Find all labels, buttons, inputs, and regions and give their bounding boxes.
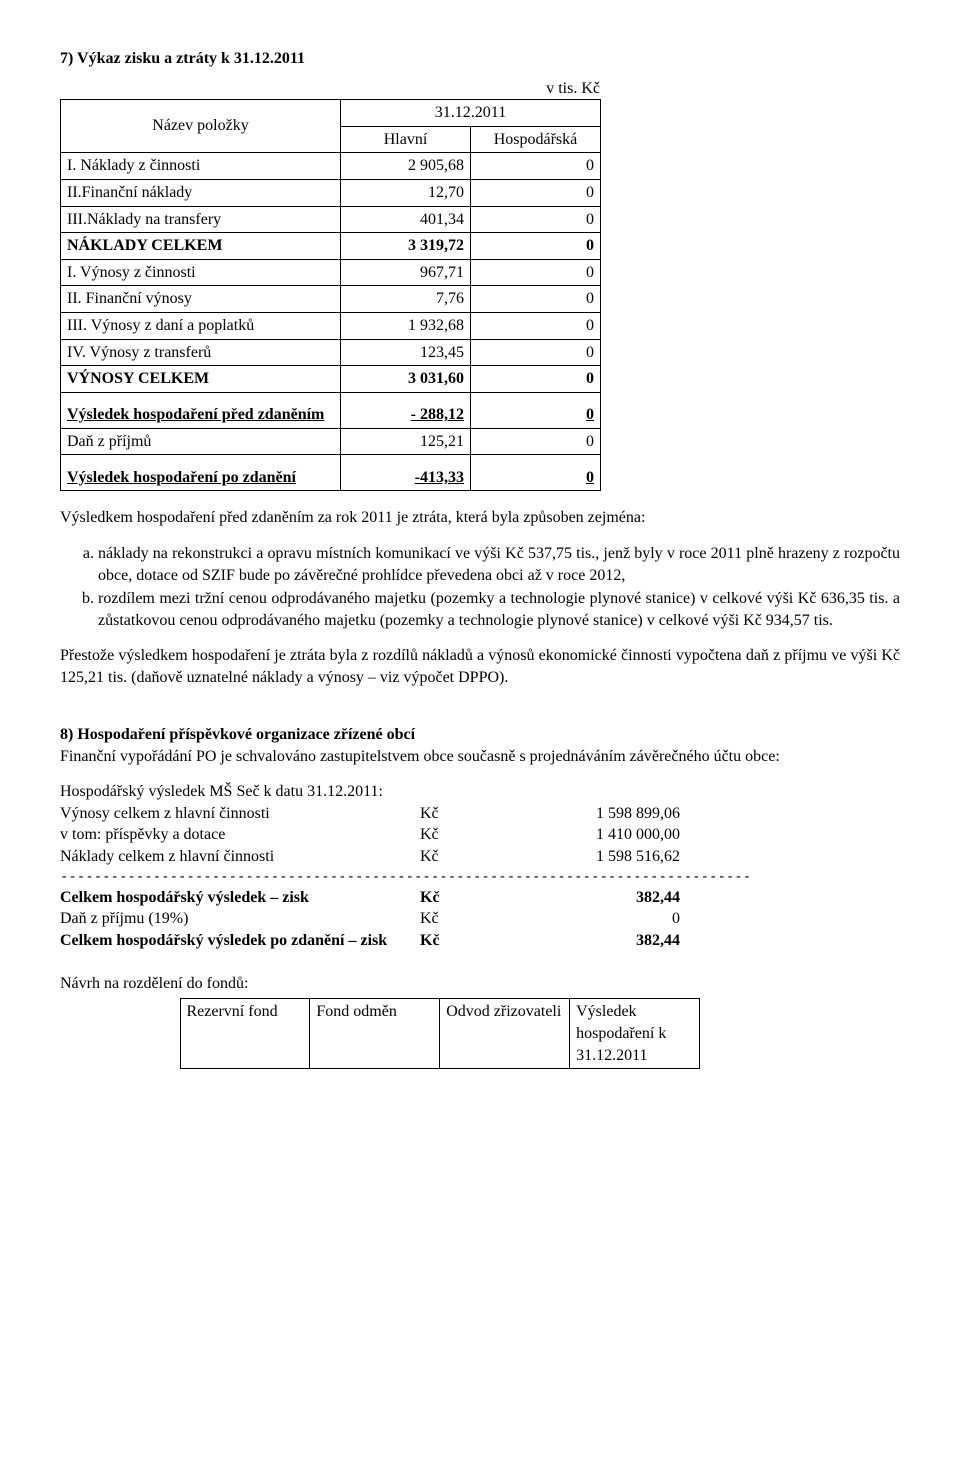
table-row: Daň z příjmů125,210 xyxy=(61,428,601,455)
kv-totals-block: Celkem hospodářský výsledek – ziskKč382,… xyxy=(60,887,900,952)
table-row: NÁKLADY CELKEM3 319,720 xyxy=(61,233,601,260)
table-row: I. Náklady z činnosti2 905,680 xyxy=(61,153,601,180)
profit-loss-table: Název položky 31.12.2011 Hlavní Hospodář… xyxy=(60,99,601,491)
section-8-subhead: Hospodářský výsledek MŠ Seč k datu 31.12… xyxy=(60,781,900,803)
kv-line: Výnosy celkem z hlavní činnostiKč1 598 8… xyxy=(60,803,900,825)
unit-caption: v tis. Kč xyxy=(60,78,600,100)
section-8-intro: Finanční vypořádání PO je schvalováno za… xyxy=(60,746,900,768)
summary-list: náklady na rekonstrukci a opravu místníc… xyxy=(60,543,900,631)
dash-separator: ----------------------------------------… xyxy=(60,868,900,887)
header-col-b: Hospodářská xyxy=(471,126,601,153)
kv-line: Celkem hospodářský výsledek – ziskKč382,… xyxy=(60,887,900,909)
alloc-col: Odvod zřizovateli xyxy=(440,999,570,1069)
kv-line: Daň z příjmu (19%)Kč0 xyxy=(60,908,900,930)
section-7-title: 7) Výkaz zisku a ztráty k 31.12.2011 xyxy=(60,48,900,70)
header-name: Název položky xyxy=(61,100,341,153)
table-row: III. Výnosy z daní a poplatků1 932,680 xyxy=(61,312,601,339)
table-row: III.Náklady na transfery401,340 xyxy=(61,206,601,233)
kv-line: v tom: příspěvky a dotaceKč1 410 000,00 xyxy=(60,824,900,846)
list-item: náklady na rekonstrukci a opravu místníc… xyxy=(98,543,900,586)
summary-para2: Přestože výsledkem hospodaření je ztráta… xyxy=(60,645,900,688)
table-row: II.Finanční náklady12,700 xyxy=(61,179,601,206)
alloc-col: Rezervní fond xyxy=(180,999,310,1069)
kv-block: Výnosy celkem z hlavní činnostiKč1 598 8… xyxy=(60,803,900,868)
header-period: 31.12.2011 xyxy=(341,100,601,127)
list-item: rozdílem mezi tržní cenou odprodávaného … xyxy=(98,588,900,631)
table-row: I. Výnosy z činnosti967,710 xyxy=(61,259,601,286)
alloc-col: Fond odměn xyxy=(310,999,440,1069)
section-8-title: 8) Hospodaření příspěvkové organizace zř… xyxy=(60,726,415,743)
summary-lead: Výsledkem hospodaření před zdaněním za r… xyxy=(60,507,900,529)
alloc-col: Výsledek hospodaření k 31.12.2011 xyxy=(570,999,700,1069)
table-row: VÝNOSY CELKEM3 031,600 xyxy=(61,366,601,393)
kv-line: Náklady celkem z hlavní činnostiKč1 598 … xyxy=(60,846,900,868)
alloc-label: Návrh na rozdělení do fondů: xyxy=(60,973,900,995)
kv-line: Celkem hospodářský výsledek po zdanění –… xyxy=(60,930,900,952)
table-header-row: Název položky 31.12.2011 xyxy=(61,100,601,127)
table-row: Výsledek hospodaření před zdaněním- 288,… xyxy=(61,392,601,428)
table-row: II. Finanční výnosy7,760 xyxy=(61,286,601,313)
table-row: Výsledek hospodaření po zdanění-413,330 xyxy=(61,455,601,491)
header-col-a: Hlavní xyxy=(341,126,471,153)
table-row: IV. Výnosy z transferů123,450 xyxy=(61,339,601,366)
allocation-table: Rezervní fond Fond odměn Odvod zřizovate… xyxy=(60,998,700,1069)
